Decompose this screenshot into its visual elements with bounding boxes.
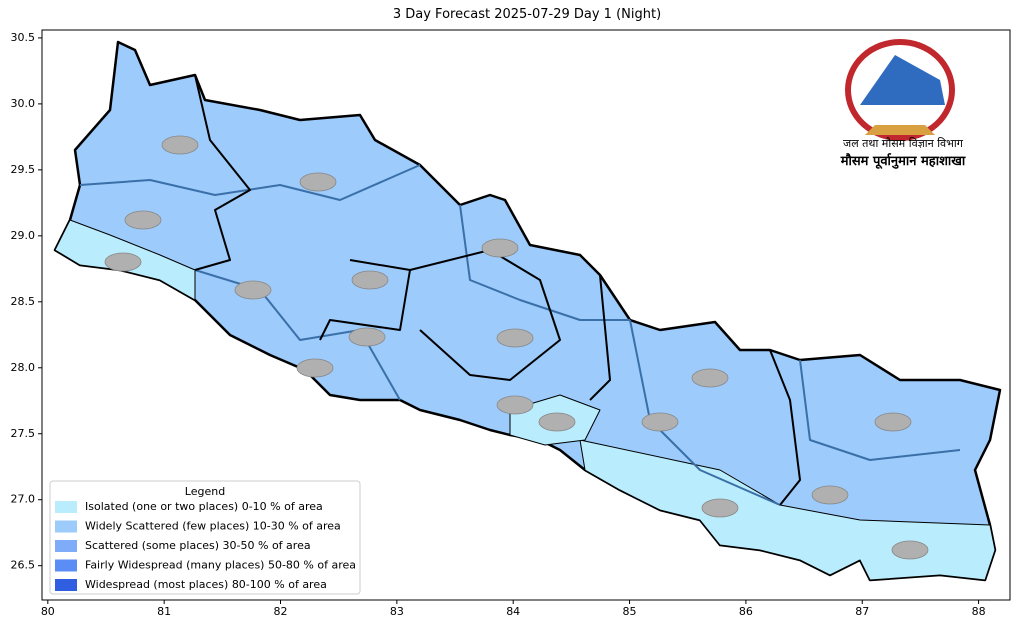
y-tick-label: 27.0 (11, 493, 36, 506)
y-tick-label: 30.0 (11, 97, 36, 110)
logo-text: मौसम पूर्वानुमान महाशाखा (840, 153, 966, 169)
logo (845, 39, 955, 141)
legend-label: Widespread (most places) 80-100 % of are… (85, 578, 327, 591)
y-tick-label: 26.5 (11, 559, 36, 572)
x-tick-label: 81 (157, 605, 171, 618)
legend-box (49, 480, 361, 595)
logo-text: जल तथा मौसम विज्ञान विभाग (843, 137, 964, 150)
legend-swatch (55, 559, 77, 572)
y-tick-label: 30.5 (11, 31, 36, 44)
y-tick-label: 27.5 (11, 427, 36, 440)
y-tick-label: 29.5 (11, 163, 36, 176)
legend-label: Scattered (some places) 30-50 % of area (85, 539, 311, 552)
legend-swatch (55, 520, 77, 533)
legend-swatch (55, 501, 77, 513)
legend-label: Widely Scattered (few places) 10-30 % of… (85, 520, 341, 533)
x-tick-label: 84 (506, 605, 520, 618)
legend-title: Legend (185, 485, 225, 498)
y-tick-label: 28.0 (11, 361, 36, 374)
title: 3 Day Forecast 2025-07-29 Day 1 (Night) (393, 7, 661, 22)
y-tick-label: 28.5 (11, 295, 36, 308)
weather-icons (104, 135, 929, 560)
x-tick-label: 87 (855, 605, 869, 618)
legend-label: Fairly Widespread (many places) 50-80 % … (85, 559, 356, 572)
legend-swatch (55, 579, 77, 591)
x-tick-label: 80 (41, 605, 55, 618)
legend-label: Isolated (one or two places) 0-10 % of a… (85, 500, 323, 513)
x-tick-label: 82 (274, 605, 288, 618)
nepal-map (53, 40, 1002, 582)
x-tick-label: 88 (972, 605, 986, 618)
legend-swatch (55, 540, 77, 552)
x-tick-label: 86 (739, 605, 753, 618)
x-tick-label: 85 (623, 605, 637, 618)
plot-frame (41, 29, 1011, 601)
y-tick-label: 29.0 (11, 229, 36, 242)
x-tick-label: 83 (390, 605, 404, 618)
